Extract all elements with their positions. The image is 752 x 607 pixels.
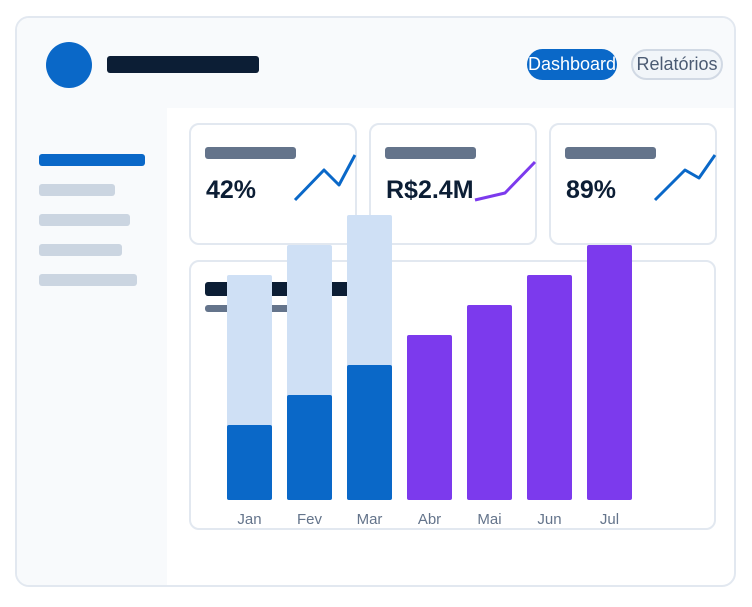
bar-jan[interactable] (227, 425, 272, 500)
trend-sparkline (474, 160, 537, 202)
trend-sparkline (293, 154, 357, 202)
x-tick-label: Fev (297, 511, 323, 528)
sidebar-item-5[interactable] (39, 274, 137, 286)
stat-card-value: 89% (566, 176, 617, 204)
header: Dashboard Relatórios (17, 18, 734, 108)
x-tick-label: Jan (237, 511, 261, 528)
bar-jun[interactable] (527, 275, 572, 500)
tab-dashboard[interactable]: Dashboard (527, 49, 617, 80)
bar-fev[interactable] (287, 395, 332, 500)
page-title-placeholder (107, 56, 259, 73)
bar-mai[interactable] (467, 305, 512, 500)
stat-card-2: R$2.4M (369, 123, 537, 245)
trend-sparkline (653, 154, 717, 202)
sidebar-item-4[interactable] (39, 244, 122, 256)
x-tick-label: Mar (357, 511, 383, 528)
app-window: Dashboard Relatórios 42% R$2.4M 89% Jan F… (15, 16, 736, 587)
sparkline-line (653, 154, 717, 202)
bar-mar[interactable] (347, 365, 392, 500)
stat-card-value: 42% (206, 176, 257, 204)
sidebar (17, 108, 167, 585)
stat-card-label (205, 147, 296, 159)
x-tick-label: Jul (600, 511, 619, 528)
bar-jul[interactable] (587, 245, 632, 500)
bar-chart-card: Jan Fev Mar Abr Mai Jun Jul (189, 215, 716, 530)
bar-chart: Jan Fev Mar Abr Mai Jun Jul (227, 215, 632, 528)
sparkline-line (293, 154, 357, 202)
sidebar-item-2[interactable] (39, 184, 115, 196)
stat-card-3: 89% (549, 123, 717, 245)
stat-card-label (385, 147, 476, 159)
sidebar-item-3[interactable] (39, 214, 130, 226)
avatar[interactable] (46, 42, 92, 88)
x-tick-label: Jun (537, 511, 561, 528)
bar-abr[interactable] (407, 335, 452, 500)
x-tick-label: Mai (477, 511, 501, 528)
sidebar-item-1[interactable] (39, 154, 145, 166)
stat-card-label (565, 147, 656, 159)
sparkline-line (474, 160, 537, 202)
stat-card-1: 42% (189, 123, 357, 245)
x-tick-label: Abr (418, 511, 441, 528)
stat-card-value: R$2.4M (386, 176, 474, 204)
tab-reports[interactable]: Relatórios (631, 49, 723, 80)
